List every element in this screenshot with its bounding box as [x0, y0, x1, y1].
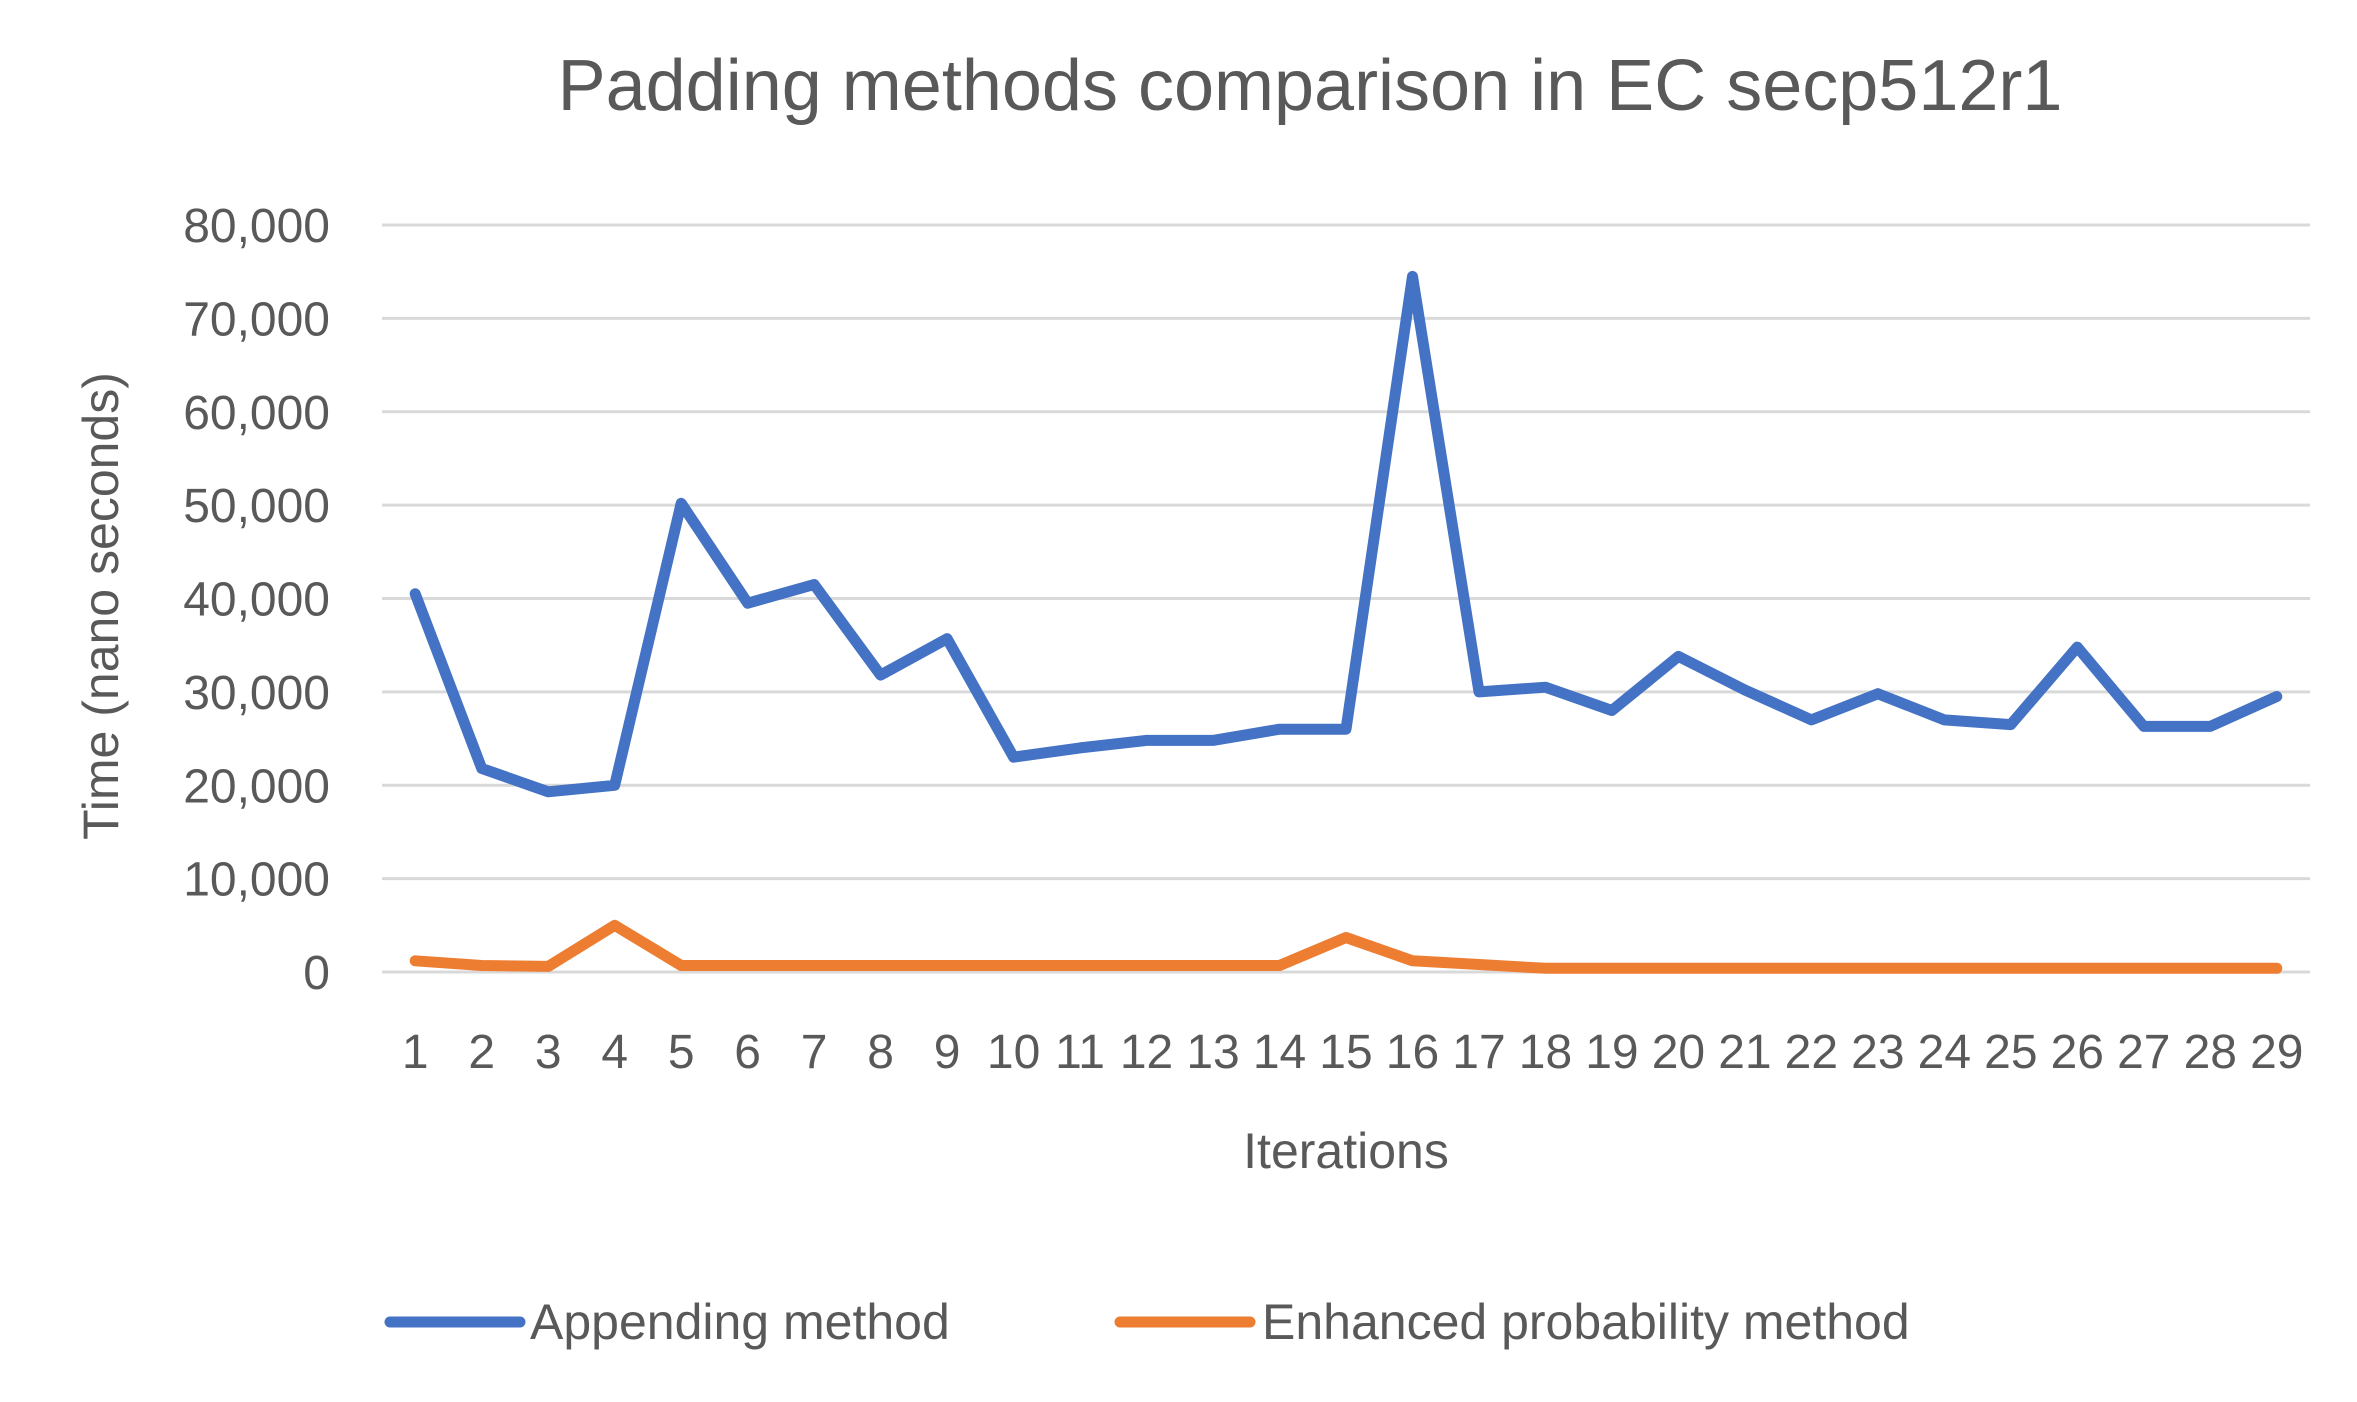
chart-title: Padding methods comparison in EC secp512…	[558, 46, 2063, 126]
y-tick-label: 40,000	[183, 574, 330, 627]
y-tick-label: 20,000	[183, 760, 330, 813]
gridlines	[382, 223, 2310, 974]
x-tick-label: 11	[1055, 1026, 1105, 1079]
y-axis-label: Time (nano seconds)	[73, 372, 129, 840]
y-tick-label: 0	[303, 947, 330, 1000]
x-tick-label: 29	[2250, 1026, 2303, 1079]
x-tick-label: 18	[1519, 1026, 1572, 1079]
x-tick-label: 19	[1585, 1026, 1638, 1079]
y-tick-label: 30,000	[183, 667, 330, 720]
x-tick-label: 10	[987, 1026, 1040, 1079]
x-tick-label: 4	[601, 1026, 628, 1079]
y-tick-label: 10,000	[183, 854, 330, 907]
x-tick-label: 17	[1452, 1026, 1505, 1079]
x-tick-label: 1	[402, 1026, 429, 1079]
y-tick-label: 50,000	[183, 480, 330, 533]
x-tick-label: 8	[867, 1026, 894, 1079]
legend-label-2: Enhanced probability method	[1262, 1294, 1910, 1350]
x-tick-label: 22	[1785, 1026, 1838, 1079]
series-line-1	[409, 270, 2283, 798]
x-tick-label: 25	[1984, 1026, 2037, 1079]
x-tick-label: 21	[1718, 1026, 1771, 1079]
legend-label-1: Appending method	[530, 1294, 950, 1350]
y-tick-label: 70,000	[183, 293, 330, 346]
x-tick-label: 24	[1918, 1026, 1971, 1079]
x-tick-label: 28	[2184, 1026, 2237, 1079]
x-tick-label: 9	[934, 1026, 961, 1079]
legend: Appending method Enhanced probability met…	[384, 1294, 1910, 1350]
x-tick-label: 23	[1851, 1026, 1904, 1079]
x-tick-label: 16	[1386, 1026, 1439, 1079]
x-tick-label: 12	[1120, 1026, 1173, 1079]
y-axis-tick-labels: 0 10,000 20,000 30,000 40,000 50,000 60,000 70,…	[183, 200, 330, 1000]
y-tick-label: 80,000	[183, 200, 330, 253]
x-tick-label: 15	[1319, 1026, 1372, 1079]
x-axis-label: Iterations	[1243, 1123, 1449, 1179]
series-line-2	[409, 919, 2283, 974]
x-tick-label: 2	[468, 1026, 495, 1079]
x-axis-tick-labels: 1 2 3 4 5 6 7 8 9 10 11 12 13 14 15 16 17 18 19 20 21 22 23 24 2…	[402, 1026, 2304, 1079]
x-tick-label: 3	[535, 1026, 562, 1079]
x-tick-label: 27	[2117, 1026, 2170, 1079]
x-tick-label: 13	[1186, 1026, 1239, 1079]
x-tick-label: 7	[801, 1026, 828, 1079]
y-tick-label: 60,000	[183, 387, 330, 440]
x-tick-label: 26	[2051, 1026, 2104, 1079]
series-lines	[409, 270, 2283, 974]
x-tick-label: 6	[734, 1026, 761, 1079]
x-tick-label: 20	[1652, 1026, 1705, 1079]
x-tick-label: 14	[1253, 1026, 1306, 1079]
x-tick-label: 5	[668, 1026, 695, 1079]
